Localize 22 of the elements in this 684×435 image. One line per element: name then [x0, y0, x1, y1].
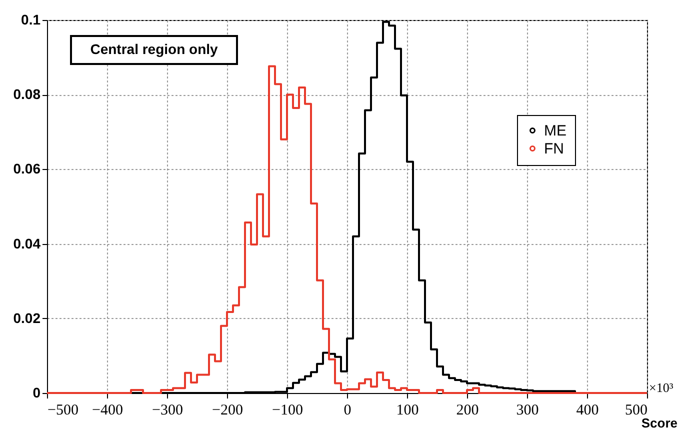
- x-tick-label: 400: [576, 402, 599, 418]
- y-tick-label: 0.02: [13, 310, 41, 326]
- x-tick-label: 500: [625, 402, 648, 418]
- legend-label: FN: [544, 140, 564, 158]
- y-tick-label: 0.04: [13, 235, 41, 252]
- x-tick-label: −100: [272, 402, 303, 418]
- y-tick-label: 0.1: [21, 12, 41, 28]
- x-tick-label: 0: [344, 402, 352, 418]
- x-tick-label: 200: [456, 402, 479, 418]
- x-tick-label: −200: [212, 402, 243, 418]
- x-tick-label: −300: [152, 402, 183, 418]
- text: ×10³: [649, 380, 674, 395]
- x-tick-label: 100: [396, 402, 419, 418]
- annotation: Central region only: [90, 41, 218, 57]
- y-tick-label: 0.08: [13, 86, 41, 102]
- y-tick-label: 0.06: [13, 160, 41, 177]
- x-tick-label: 300: [516, 402, 539, 418]
- x-axis-title: Score: [641, 416, 678, 430]
- y-tick-label: 0: [32, 384, 41, 400]
- x-tick-label: −400: [92, 402, 123, 418]
- legend-label: ME: [544, 122, 566, 140]
- x-tick-label: −500: [48, 402, 78, 418]
